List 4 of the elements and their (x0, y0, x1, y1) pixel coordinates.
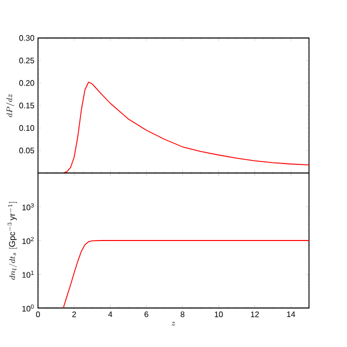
y-axis-title: $dn_l/dt_s\;[\mathrm{Gpc}^{-3}\,\mathrm{yr}^{-1}]$ (8, 202, 17, 280)
y-axis-title: $dP/dz$ (6, 94, 14, 118)
line-series (62, 82, 309, 173)
x-axis-title: $z$ (172, 322, 176, 326)
